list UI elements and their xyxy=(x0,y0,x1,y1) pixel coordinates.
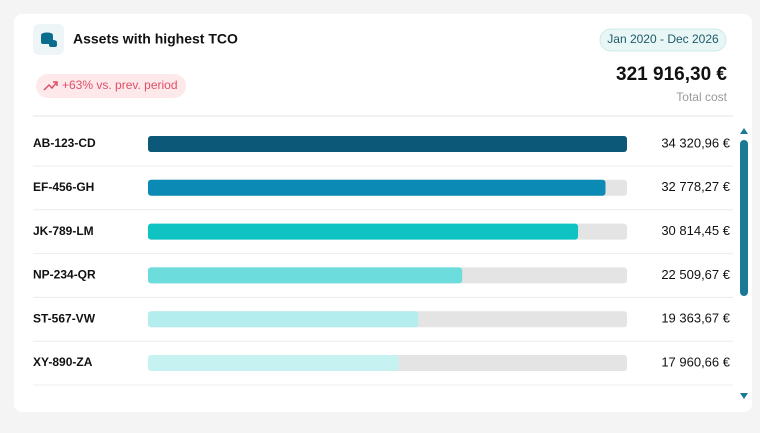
asset-label: JK-789-LM xyxy=(33,224,94,238)
scroll-up[interactable] xyxy=(740,128,748,134)
trend: +63% vs. prev. period xyxy=(62,78,178,92)
asset-label: XY-890-ZA xyxy=(33,355,93,369)
value-label: 34 320,96 € xyxy=(661,135,730,150)
value-label: 32 778,27 € xyxy=(661,179,730,194)
rows: AB-123-CD 34 320,96 € EF-456-GH 32 778,27 €… xyxy=(33,135,733,386)
period-pill[interactable] xyxy=(599,28,727,52)
value-label: 22 509,67 € xyxy=(661,267,730,282)
bar xyxy=(148,136,627,152)
total: 321 916,30 € xyxy=(616,64,727,85)
asset-label: ST-567-VW xyxy=(33,311,96,325)
scroll-thumb[interactable] xyxy=(740,140,748,296)
value-label: 19 363,67 € xyxy=(661,311,730,326)
coins-icon xyxy=(41,32,57,47)
bar xyxy=(148,223,579,240)
card-title: Assets with highest TCO xyxy=(73,31,238,47)
period: Jan 2020 - Dec 2026 xyxy=(607,32,719,46)
bar xyxy=(148,355,399,371)
asset-label: EF-456-GH xyxy=(33,180,94,194)
bar xyxy=(148,267,463,284)
bar xyxy=(148,311,419,328)
trend-icon xyxy=(43,81,58,91)
value-label: 30 814,45 € xyxy=(661,223,730,238)
total-label: Total cost xyxy=(676,90,727,104)
trend-badge xyxy=(36,74,186,98)
value-label: 17 960,66 € xyxy=(661,354,730,369)
asset-label: AB-123-CD xyxy=(33,136,96,150)
scroll-down[interactable] xyxy=(740,393,748,399)
asset-label: NP-234-QR xyxy=(33,268,96,282)
bar xyxy=(148,179,606,196)
